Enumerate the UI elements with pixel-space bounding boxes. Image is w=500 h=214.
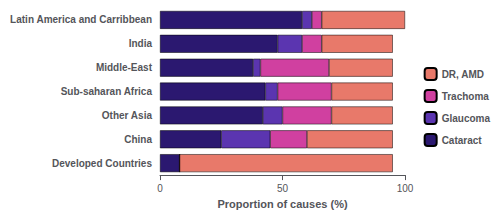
svg-text:Other Asia: Other Asia [102,110,153,121]
svg-text:Developed Countries: Developed Countries [52,158,152,169]
svg-text:0: 0 [157,183,163,194]
svg-text:Sub-saharan Africa: Sub-saharan Africa [61,86,153,97]
svg-text:50: 50 [277,183,289,194]
svg-text:Middle-East: Middle-East [96,62,153,73]
svg-text:Latin America and Carribbean: Latin America and Carribbean [10,14,152,25]
svg-text:Glaucoma: Glaucoma [442,113,491,124]
svg-text:100: 100 [397,183,414,194]
svg-text:Proportion of causes (%): Proportion of causes (%) [217,198,348,210]
svg-text:DR, AMD: DR, AMD [442,69,484,80]
svg-text:Trachoma: Trachoma [442,91,490,102]
svg-text:India: India [129,38,153,49]
svg-text:Cataract: Cataract [442,135,483,146]
svg-text:China: China [124,134,152,145]
